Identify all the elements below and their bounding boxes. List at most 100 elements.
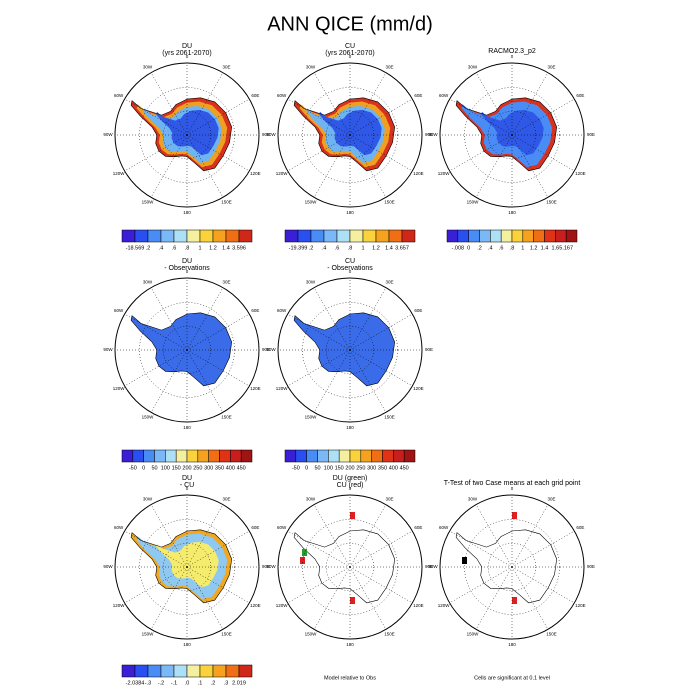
- meridian-label: 120E: [413, 386, 424, 391]
- colorbar-label: 0: [142, 465, 145, 471]
- meridian-label: 150W: [142, 632, 155, 637]
- panel-subtitle: (yrs 2061-2070): [325, 50, 374, 57]
- meridian-label: 30E: [222, 497, 230, 502]
- colorbar-box: [284, 229, 299, 243]
- meridian-line: [349, 566, 413, 604]
- panel-subtitle: (yrs 2061-2070): [162, 50, 211, 57]
- colorbar-label: 450: [400, 465, 409, 471]
- latitude-line: [464, 519, 560, 615]
- meridian-label: 60W: [439, 525, 449, 530]
- colorbar-label: 100: [324, 465, 333, 471]
- colorbar-box: [143, 449, 155, 463]
- colorbar-label: 300: [367, 465, 376, 471]
- colorbar-box: [186, 229, 201, 243]
- meridian-label: 90W: [103, 564, 113, 569]
- colorbar-box: [468, 229, 480, 243]
- meridian-line: [150, 566, 188, 630]
- colorbar-box: [479, 229, 491, 243]
- latitude-line: [325, 110, 375, 160]
- meridian-label: 120E: [250, 603, 261, 608]
- coastline: [293, 97, 396, 172]
- meridian-line: [186, 530, 250, 568]
- figure-title: ANN QICE (mm/d): [267, 13, 433, 35]
- meridian-label: 150W: [305, 632, 318, 637]
- meridian-line: [511, 504, 549, 568]
- meridian-label: 120E: [250, 171, 261, 176]
- meridian-line: [287, 349, 351, 387]
- latitude-line: [325, 542, 375, 592]
- meridian-line: [186, 566, 224, 630]
- colorbar-label: 400: [226, 465, 235, 471]
- meridian-label: 180: [346, 425, 354, 430]
- colorbar-box: [555, 229, 567, 243]
- latitude-line: [162, 542, 212, 592]
- significant-cells: [300, 557, 305, 564]
- colorbar-box: [490, 229, 502, 243]
- colorbar-box: [565, 229, 578, 243]
- meridian-line: [124, 98, 188, 136]
- colorbar-label: .2: [211, 680, 216, 686]
- coastline: [293, 312, 396, 387]
- meridian-line: [511, 98, 575, 136]
- meridian-label: 90W: [428, 132, 438, 137]
- colorbar-box: [219, 449, 231, 463]
- ice-field: [131, 312, 232, 386]
- colorbar-box: [295, 449, 307, 463]
- meridian-label: 60W: [277, 308, 287, 313]
- colorbar-label: -50: [292, 465, 300, 471]
- meridian-label: 90W: [266, 347, 276, 352]
- significant-cells: [350, 597, 355, 604]
- meridian-label: 120E: [575, 171, 586, 176]
- colorbar-label: -.3: [145, 680, 151, 686]
- meridian-label: 60E: [251, 525, 259, 530]
- meridian-label: 90E: [425, 564, 433, 569]
- meridian-label: 150W: [305, 415, 318, 420]
- latitude-line: [302, 87, 398, 183]
- colorbar-label: -19.399: [289, 245, 308, 251]
- meridian-label: 180: [346, 642, 354, 647]
- meridian-label: 150E: [384, 415, 395, 420]
- meridian-label: 90E: [587, 132, 595, 137]
- meridian-label: 150W: [467, 200, 480, 205]
- colorbar-label: -.2: [158, 680, 164, 686]
- meridian-label: 90E: [262, 347, 270, 352]
- map-panel: DU- CU0 30E 60E 90E 120E 150E 180 150W 120W 90W 60…: [103, 475, 270, 687]
- meridian-label: 30W: [306, 65, 316, 70]
- colorbar-label: 100: [161, 465, 170, 471]
- colorbar-label: 1.2: [372, 245, 380, 251]
- meridian-label: 90W: [266, 564, 276, 569]
- latitude-line: [325, 325, 375, 375]
- panel-title: CU: [345, 258, 355, 265]
- meridian-label: 120E: [413, 603, 424, 608]
- latitude-line: [162, 110, 212, 160]
- meridian-line: [349, 504, 387, 568]
- meridian-line: [124, 349, 188, 387]
- ice-field: [456, 529, 557, 603]
- colorbar-box: [199, 229, 214, 243]
- colorbar-box: [393, 449, 405, 463]
- meridian-line: [186, 98, 250, 136]
- colorbar-label: 3.657: [395, 245, 409, 251]
- meridian-line: [150, 72, 188, 136]
- colorbar-label: 200: [345, 465, 354, 471]
- colorbar-box: [225, 664, 240, 678]
- meridian-line: [186, 313, 250, 351]
- colorbar-label: .2: [477, 245, 482, 251]
- meridian-label: 30W: [306, 280, 316, 285]
- colorbar-box: [134, 664, 149, 678]
- meridian-line: [287, 530, 351, 568]
- colorbar-box: [175, 449, 188, 463]
- colorbar-box: [310, 229, 325, 243]
- colorbar-box: [533, 229, 545, 243]
- meridian-label: 30E: [547, 497, 555, 502]
- meridian-line: [449, 530, 513, 568]
- colorbar-label: .4: [159, 245, 164, 251]
- colorbar-label: -.1: [171, 680, 177, 686]
- map-panel: DU(yrs 2061-2070)0 30E 60E 90E 120E 150E 180 15…: [103, 43, 270, 252]
- panel-subtitle: CU (red): [337, 482, 364, 489]
- meridian-label: 0: [186, 54, 189, 59]
- colorbar-label: -2.0384: [126, 680, 145, 686]
- coastline: [130, 529, 233, 604]
- colorbar-box: [323, 229, 338, 243]
